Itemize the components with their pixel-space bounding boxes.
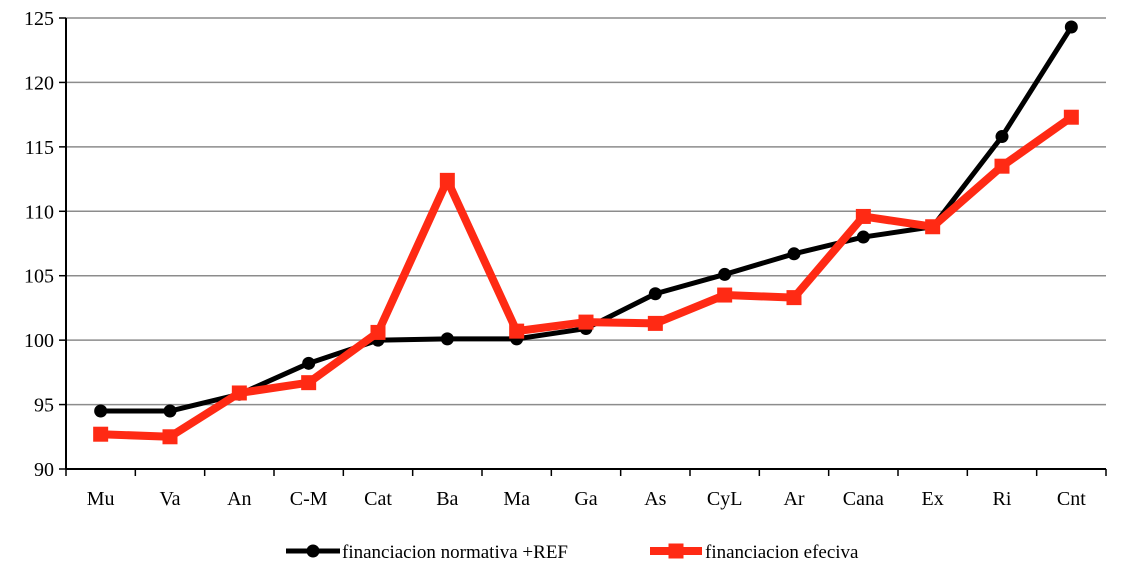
x-tick-label-as: As [644, 488, 666, 510]
x-tick-label-ga: Ga [574, 488, 597, 510]
x-tick-label-c-m: C-M [290, 488, 328, 510]
data-point [717, 287, 733, 303]
data-point [94, 404, 108, 418]
data-point [925, 219, 941, 235]
data-point [648, 287, 662, 301]
data-point [440, 332, 454, 346]
y-tick-label: 110 [25, 201, 54, 223]
y-tick-label: 95 [34, 395, 54, 417]
x-tick-label-cnt: Cnt [1057, 488, 1086, 510]
data-point [578, 314, 594, 330]
y-tick-label: 105 [24, 266, 54, 288]
data-point [647, 315, 663, 331]
x-tick-label-ma: Ma [503, 488, 530, 510]
series-line-1 [100, 25, 1074, 414]
legend-marker [668, 543, 684, 559]
data-point [786, 290, 802, 306]
data-point [1064, 20, 1078, 34]
data-point [994, 158, 1010, 174]
data-point [855, 208, 871, 224]
data-point [718, 267, 732, 281]
x-tick-label-ex: Ex [922, 488, 944, 510]
x-tick-label-ar: Ar [783, 488, 804, 510]
data-point [509, 323, 525, 339]
x-tick-label-va: Va [159, 488, 180, 510]
x-tick-label-cana: Cana [843, 488, 884, 510]
data-point [995, 130, 1009, 144]
legend-entry-1: financiacion normativa +REF [286, 542, 568, 562]
x-tick-label-cat: Cat [364, 488, 392, 510]
series-1 [94, 20, 1078, 418]
data-point [787, 247, 801, 261]
y-tick-label: 125 [24, 8, 54, 30]
y-axis-ticks: 90 95 100 105 110 115 120 125 [24, 8, 66, 481]
y-tick-label: 115 [25, 137, 54, 159]
data-point [370, 324, 386, 340]
data-point [302, 356, 316, 370]
series-2 [93, 109, 1079, 445]
legend-label-1: financiacion normativa +REF [342, 542, 568, 562]
series-layer [93, 20, 1079, 445]
legend-label-2: financiacion efeciva [705, 542, 859, 562]
data-point [231, 385, 247, 401]
y-tick-label: 90 [34, 459, 54, 481]
data-point [1063, 109, 1079, 125]
data-point [856, 230, 870, 244]
legend-marker [306, 544, 320, 558]
gridlines [66, 17, 1106, 406]
x-tick-label-cyl: CyL [707, 488, 743, 510]
y-tick-label: 120 [24, 72, 54, 94]
legend-entry-2: financiacion efeciva [650, 542, 859, 562]
legend: financiacion normativa +REF financiacion … [286, 542, 859, 562]
y-tick-label: 100 [24, 330, 54, 352]
data-point [163, 404, 177, 418]
axes [65, 18, 1106, 470]
data-point [301, 375, 317, 391]
data-point [93, 426, 109, 442]
x-tick-label-ba: Ba [436, 488, 458, 510]
x-axis-ticks: Mu Va An C-M Cat Ba Ma Ga As CyL Ar Cana Ex Ri Cnt [65, 469, 1107, 510]
x-tick-label-ri: Ri [993, 488, 1012, 510]
data-point [162, 429, 178, 445]
x-tick-label-mu: Mu [87, 488, 115, 510]
data-point [439, 172, 455, 188]
x-tick-label-an: An [227, 488, 251, 510]
